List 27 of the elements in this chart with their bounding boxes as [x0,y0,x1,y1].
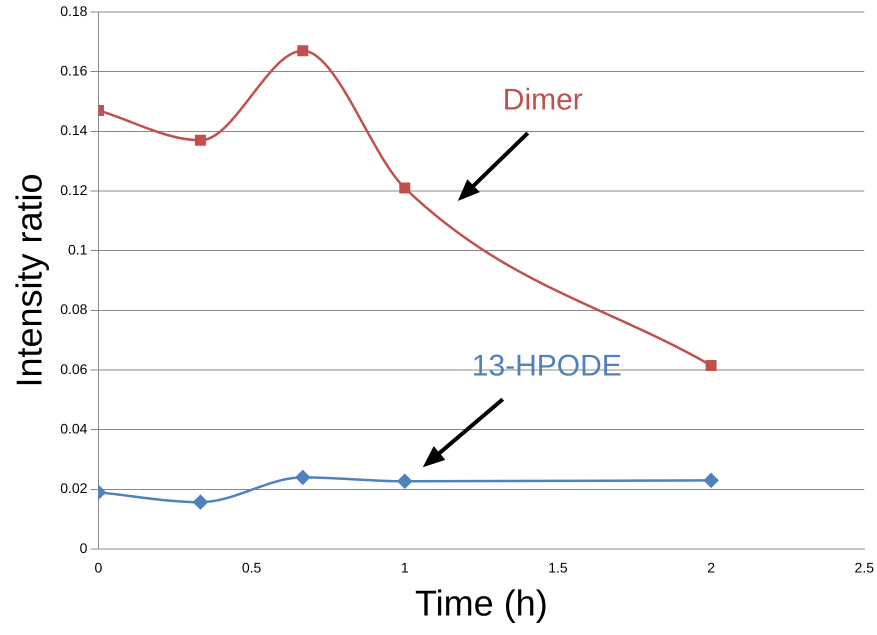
point [399,182,410,194]
y-tick-label: 0.14 [60,122,88,138]
point [193,494,208,510]
y-tick-label: 0.04 [60,420,88,437]
y-tick-label: 0.1 [68,242,88,258]
point [398,474,412,489]
y-tick-label: 0.08 [60,301,88,318]
x-tick-label: 1.5 [548,559,568,576]
x-tick-label: 2.5 [854,559,874,576]
x-axis-title: Time (h) [415,582,548,624]
y-tick-label: 0.06 [60,360,88,377]
y-tick-label: 0 [80,540,88,556]
y-axis-title: Intensity ratio [8,173,50,388]
x-tick-label: 0.5 [242,559,262,576]
y-tick-label: 0.02 [60,480,88,496]
y-tick-label: 0.12 [60,182,88,198]
text: Dimer [502,83,583,116]
x-tick-label: 2 [707,559,716,576]
x-tick-label: 0 [94,559,103,576]
y-tick-label: 0.18 [60,2,88,19]
point [297,45,308,56]
point [706,360,717,372]
point [296,470,310,485]
point [194,134,206,146]
y-tick-label: 0.16 [60,62,88,79]
point [704,473,718,488]
x-tick-label: 1 [400,559,409,576]
